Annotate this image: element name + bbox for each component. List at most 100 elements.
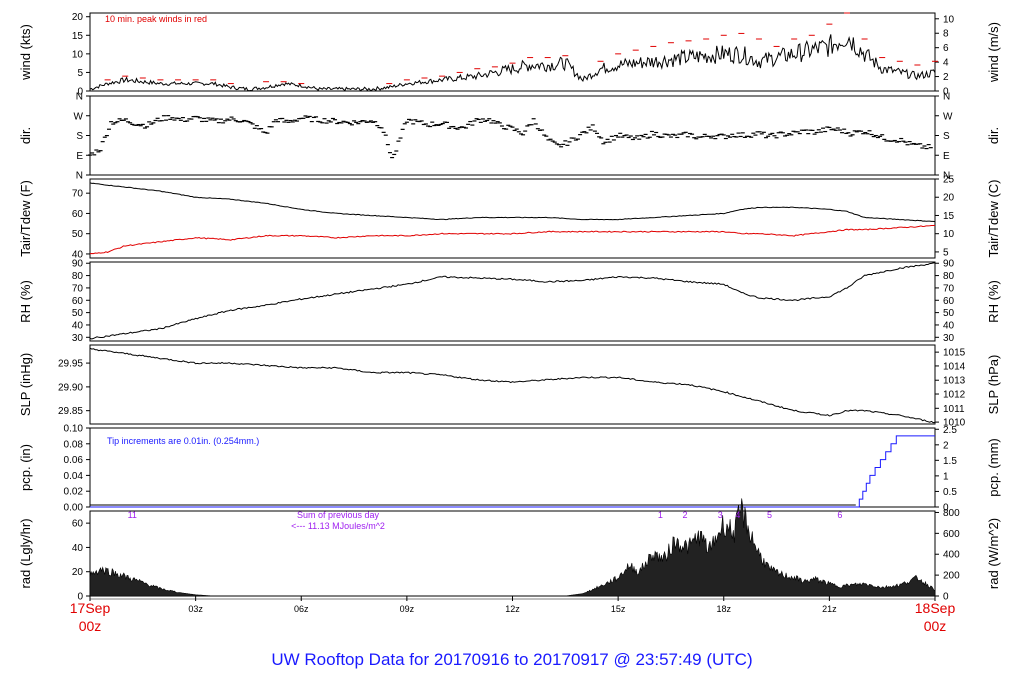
- right-tick-label: 2.5: [943, 425, 957, 436]
- left-tick-label: N: [76, 92, 83, 103]
- footer-title: UW Rooftop Data for 20170916 to 20170917…: [271, 650, 753, 669]
- left-axis-label: dir.: [18, 127, 33, 144]
- right-tick-label: N: [943, 171, 950, 182]
- relative-humidity-line: [89, 262, 936, 340]
- right-tick-label: 15: [943, 211, 955, 222]
- right-tick-label: 10: [943, 229, 955, 240]
- left-tick-label: 29.95: [58, 359, 83, 370]
- right-axis-label: wind (m/s): [986, 22, 1001, 83]
- panel-frame: [89, 261, 936, 342]
- radiation-hour-mark: 5: [767, 510, 772, 520]
- right-tick-label: 200: [943, 571, 960, 582]
- left-axis-label: wind (kts): [18, 24, 33, 81]
- precipitation-step-line: [90, 435, 935, 508]
- left-tick-label: 0.04: [64, 471, 84, 482]
- x-date-hour-label: 00z: [924, 618, 947, 634]
- radiation-hour-mark: 3: [718, 510, 723, 520]
- pressure-line: [89, 347, 936, 424]
- panel-frame: [89, 95, 936, 176]
- left-tick-label: 40: [72, 320, 84, 331]
- left-tick-label: S: [76, 131, 83, 142]
- right-tick-label: 25: [943, 175, 955, 186]
- left-tick-label: 0.08: [64, 439, 84, 450]
- right-tick-label: 0: [943, 503, 949, 514]
- left-tick-label: 90: [72, 259, 84, 270]
- radiation-hour-mark: 6: [837, 510, 842, 520]
- radiation-annotation-line1: Sum of previous day: [297, 510, 380, 520]
- radiation-hour-mark: 4: [735, 510, 740, 520]
- right-tick-label: 0: [943, 87, 949, 98]
- right-tick-label: 4: [943, 58, 949, 69]
- right-tick-label: 8: [943, 29, 949, 40]
- left-tick-label: 50: [72, 229, 84, 240]
- right-tick-label: 1011: [943, 404, 965, 415]
- left-tick-label: 5: [77, 68, 83, 79]
- right-tick-label: N: [943, 92, 950, 103]
- left-axis-label: RH (%): [18, 280, 33, 323]
- left-tick-label: N: [76, 171, 83, 182]
- right-axis-label: SLP (hPa): [986, 355, 1001, 415]
- left-tick-label: 15: [72, 31, 84, 42]
- right-tick-label: W: [943, 111, 953, 122]
- right-tick-label: 1010: [943, 418, 966, 429]
- x-tick-label: 18z: [716, 604, 731, 614]
- x-tick-label: 12z: [505, 604, 520, 614]
- right-tick-label: 6: [943, 43, 949, 54]
- precipitation-annotation: Tip increments are 0.01in. (0.254mm.): [107, 436, 259, 446]
- right-tick-label: E: [943, 151, 950, 162]
- right-tick-label: 1.5: [943, 456, 957, 467]
- radiation-hour-mark: 1: [658, 510, 663, 520]
- right-tick-label: S: [943, 131, 950, 142]
- right-tick-label: 0: [943, 592, 949, 603]
- left-tick-label: 30: [72, 333, 84, 344]
- left-tick-label: 0.06: [64, 455, 84, 466]
- right-tick-label: 600: [943, 529, 960, 540]
- radiation-area: [89, 498, 936, 597]
- right-tick-label: 80: [943, 271, 955, 282]
- left-tick-label: 10: [72, 49, 84, 60]
- left-tick-label: 70: [72, 283, 84, 294]
- left-tick-label: 40: [72, 249, 84, 260]
- x-tick-label: 21z: [822, 604, 837, 614]
- right-axis-label: rad (W/m^2): [986, 518, 1001, 589]
- x-date-label: 17Sep: [70, 600, 111, 616]
- left-axis-label: SLP (inHg): [18, 353, 33, 416]
- right-tick-label: 1015: [943, 348, 966, 359]
- right-tick-label: 5: [943, 247, 949, 258]
- right-tick-label: 70: [943, 283, 955, 294]
- left-tick-label: 0: [77, 592, 83, 603]
- wind-annotation: 10 min. peak winds in red: [105, 14, 207, 24]
- right-axis-label: pcp. (mm): [986, 438, 1001, 497]
- left-tick-label: 20: [72, 567, 84, 578]
- left-tick-label: 70: [72, 189, 84, 200]
- left-tick-label: 0: [77, 87, 83, 98]
- right-tick-label: 2: [943, 440, 949, 451]
- right-tick-label: 10: [943, 14, 955, 25]
- x-tick-label: 09z: [400, 604, 415, 614]
- left-tick-label: 29.90: [58, 382, 83, 393]
- right-tick-label: 20: [943, 193, 955, 204]
- left-tick-label: 29.85: [58, 406, 83, 417]
- x-tick-label: 06z: [294, 604, 309, 614]
- right-tick-label: 90: [943, 259, 955, 270]
- right-axis-label: RH (%): [986, 280, 1001, 323]
- air-temperature-line: [89, 182, 936, 223]
- right-tick-label: 400: [943, 550, 960, 561]
- left-tick-label: W: [74, 111, 84, 122]
- radiation-hour-mark: 11: [128, 510, 137, 520]
- right-tick-label: 1014: [943, 361, 966, 372]
- panel-frame: [89, 178, 936, 259]
- left-axis-label: Tair/Tdew (F): [18, 180, 33, 257]
- right-tick-label: 1: [943, 471, 949, 482]
- right-axis-label: Tair/Tdew (C): [986, 179, 1001, 257]
- left-tick-label: 60: [72, 519, 84, 530]
- x-tick-label: 03z: [188, 604, 203, 614]
- left-axis-label: rad (Lgly/hr): [18, 518, 33, 588]
- panel-frame: [89, 12, 936, 92]
- right-tick-label: 60: [943, 296, 955, 307]
- right-tick-label: 0.5: [943, 487, 957, 498]
- right-tick-label: 800: [943, 508, 960, 519]
- left-tick-label: 20: [72, 12, 84, 23]
